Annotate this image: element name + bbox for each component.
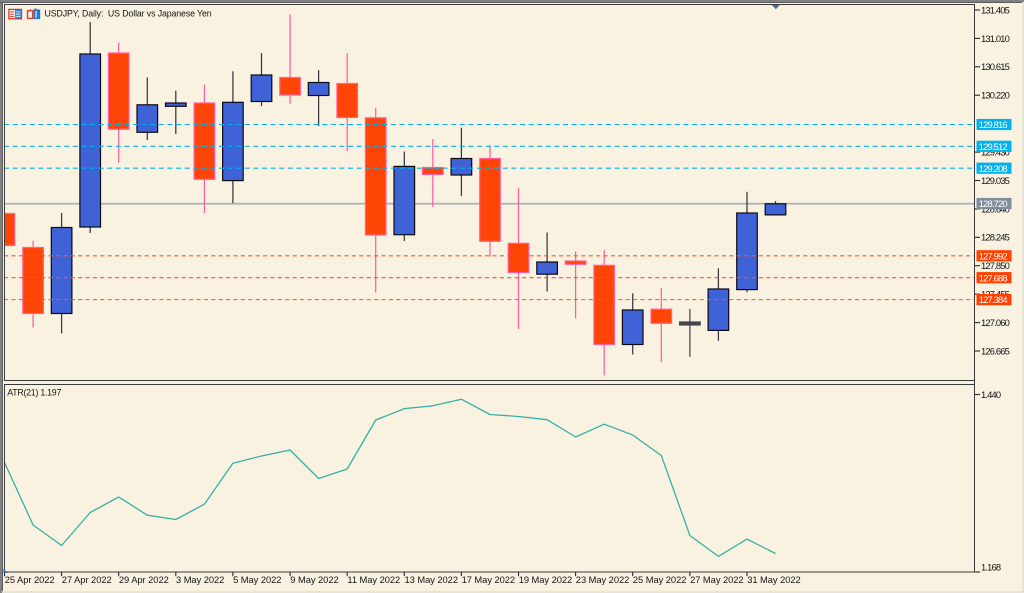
svg-text:131.010: 131.010 <box>981 33 1010 44</box>
svg-text:129.816: 129.816 <box>979 119 1008 130</box>
svg-text:130.615: 130.615 <box>981 61 1010 72</box>
svg-text:25 Apr 2022: 25 Apr 2022 <box>5 575 55 585</box>
svg-text:128.720: 128.720 <box>979 198 1008 209</box>
svg-text:131.405: 131.405 <box>981 4 1010 15</box>
svg-text:27 Apr 2022: 27 Apr 2022 <box>62 575 112 585</box>
svg-text:129.430: 129.430 <box>981 147 1010 158</box>
svg-text:23 May 2022: 23 May 2022 <box>576 575 629 585</box>
svg-text:9 May 2022: 9 May 2022 <box>290 575 338 585</box>
svg-text:127.060: 127.060 <box>981 317 1010 328</box>
svg-text:3 May 2022: 3 May 2022 <box>176 575 224 585</box>
svg-text:1.440: 1.440 <box>981 389 1001 400</box>
svg-text:127.850: 127.850 <box>981 260 1010 271</box>
svg-text:129.035: 129.035 <box>981 175 1010 186</box>
svg-text:USDJPY, Daily: US Dollar vs J: USDJPY, Daily: US Dollar vs Japanese Yen <box>45 8 212 18</box>
svg-text:5 May 2022: 5 May 2022 <box>233 575 281 585</box>
svg-text:11 May 2022: 11 May 2022 <box>347 575 400 585</box>
svg-text:126.665: 126.665 <box>981 345 1010 356</box>
svg-text:129.208: 129.208 <box>979 163 1008 174</box>
svg-text:128.245: 128.245 <box>981 232 1010 243</box>
svg-text:29 Apr 2022: 29 Apr 2022 <box>119 575 169 585</box>
svg-text:1.168: 1.168 <box>981 561 1001 572</box>
svg-text:127.688: 127.688 <box>979 272 1008 283</box>
svg-text:31 May 2022: 31 May 2022 <box>747 575 800 585</box>
svg-text:129.512: 129.512 <box>979 141 1008 152</box>
svg-text:ATR(21) 1.197: ATR(21) 1.197 <box>7 388 61 398</box>
svg-text:17 May 2022: 17 May 2022 <box>462 575 515 585</box>
svg-text:25 May 2022: 25 May 2022 <box>633 575 686 585</box>
svg-text:13 May 2022: 13 May 2022 <box>405 575 458 585</box>
svg-text:127.992: 127.992 <box>979 250 1008 261</box>
svg-text:127.384: 127.384 <box>979 294 1008 305</box>
svg-text:130.220: 130.220 <box>981 90 1010 101</box>
svg-text:19 May 2022: 19 May 2022 <box>519 575 572 585</box>
svg-text:27 May 2022: 27 May 2022 <box>690 575 743 585</box>
